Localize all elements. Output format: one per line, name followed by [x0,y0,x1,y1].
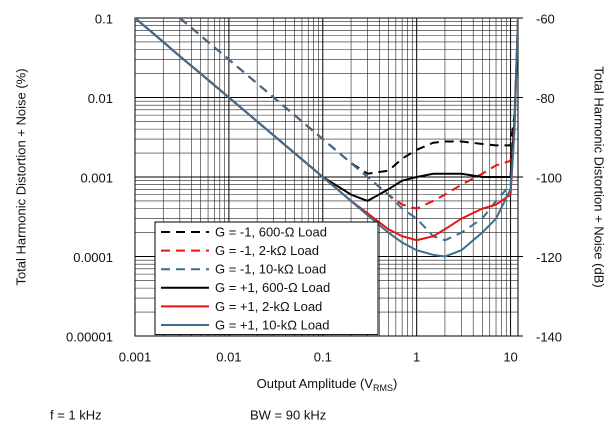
legend-label: G = +1, 2-kΩ Load [215,299,322,314]
x-label-sub: RMS [373,383,393,393]
y2-tick-label: -120 [536,250,562,265]
series-line [179,18,516,242]
y2-axis-label: Total Harmonic Distortion + Noise (dB) [592,66,607,287]
legend-label: G = -1, 2-kΩ Load [215,243,319,258]
y-tick-label: 0.01 [88,91,113,106]
y-tick-label: 0.0001 [73,250,113,265]
legend [154,221,379,336]
x-tick-label: 0.001 [119,349,152,364]
legend-label: G = -1, 10-kΩ Load [215,262,326,277]
y2-tick-label: -100 [536,170,562,185]
x-label-text: Output Amplitude (V [257,376,374,391]
y-tick-label: 0.1 [95,11,113,26]
y-axis-label: Total Harmonic Distortion + Noise (%) [13,68,28,285]
y2-tick-label: -60 [536,11,555,26]
x-label-end: ) [393,376,397,391]
note: f = 1 kHz [50,407,102,422]
legend-label: G = +1, 600-Ω Load [215,280,330,295]
x-tick-label: 1 [413,349,420,364]
x-tick-label: 0.1 [314,349,332,364]
y-tick-label: 0.001 [80,170,113,185]
x-tick-label: 10 [503,349,517,364]
y-tick-label: 0.00001 [66,329,113,344]
x-axis-label: Output Amplitude (VRMS) [257,376,398,393]
note: BW = 90 kHz [250,407,326,422]
y2-tick-label: -80 [536,91,555,106]
legend-label: G = +1, 10-kΩ Load [215,317,330,332]
x-tick-label: 0.01 [216,349,241,364]
y2-tick-label: -140 [536,329,562,344]
series-line [135,18,518,258]
plot-border [134,17,519,337]
legend-label: G = -1, 600-Ω Load [215,224,327,239]
